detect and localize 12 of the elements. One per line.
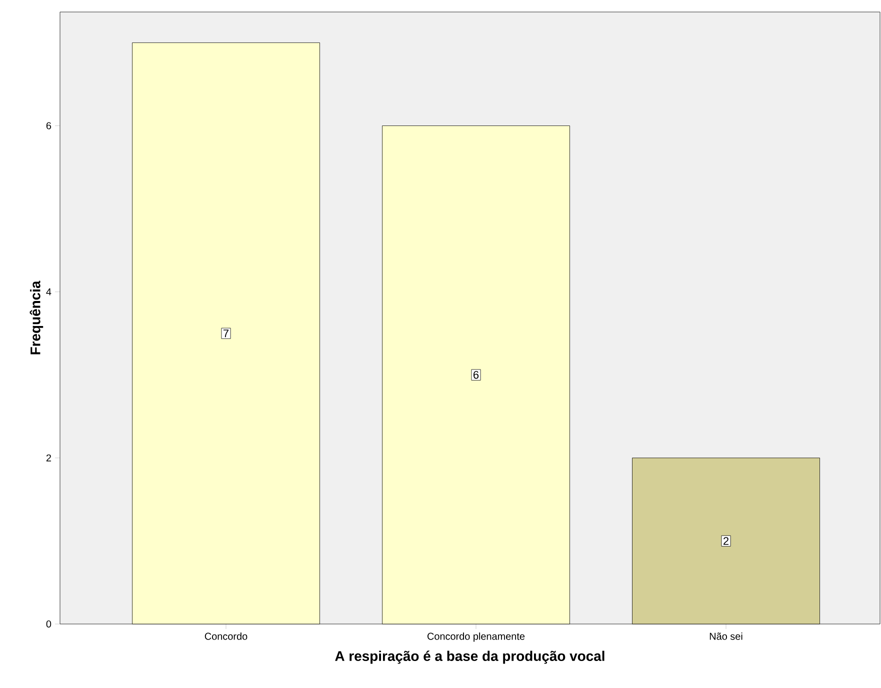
y-tick-label: 0 bbox=[46, 620, 52, 628]
y-tick-label: 4 bbox=[46, 288, 52, 296]
data-label: 6 bbox=[474, 371, 479, 379]
x-axis-title: A respiração é a base da produção vocal bbox=[335, 650, 604, 664]
y-tick-label: 6 bbox=[46, 122, 52, 130]
data-label: 2 bbox=[724, 537, 729, 545]
y-axis-title: Frequência bbox=[30, 280, 44, 354]
y-tick-label: 2 bbox=[46, 454, 51, 462]
x-tick-label: Não sei bbox=[710, 632, 742, 640]
data-label: 7 bbox=[224, 330, 228, 338]
x-tick-label: Concordo plenamente bbox=[427, 632, 525, 642]
x-tick-label: Concordo bbox=[204, 632, 248, 640]
